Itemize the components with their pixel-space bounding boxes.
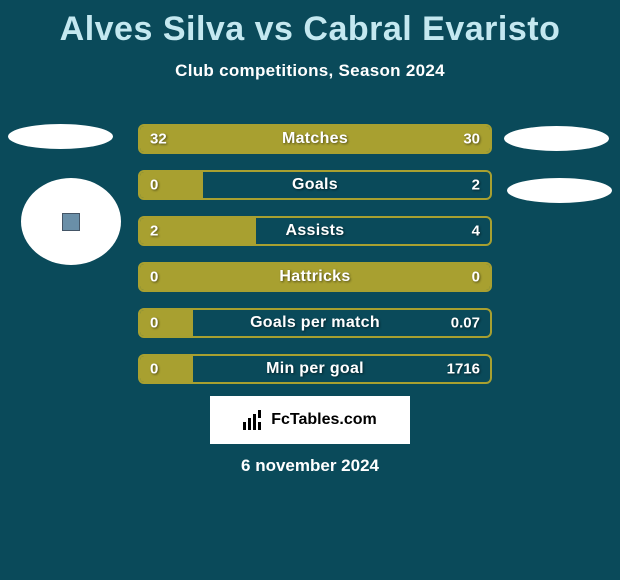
stat-value-right: 30	[463, 131, 480, 148]
stat-row: 0 Hattricks 0	[138, 262, 492, 292]
chart-icon	[243, 410, 265, 430]
stat-label: Matches	[282, 130, 348, 148]
player1-ellipse-1	[8, 124, 113, 149]
player1-photo-circle	[21, 178, 121, 265]
stat-label: Hattricks	[279, 268, 350, 286]
stats-bars-container: 32 Matches 30 0 Goals 2 2 Assists 4 0 Hattricks 0 0 G…	[138, 124, 492, 400]
stat-value-left: 2	[150, 223, 158, 240]
stat-fill-left	[140, 356, 193, 382]
player2-ellipse-2	[507, 178, 612, 203]
stat-value-left: 0	[150, 269, 158, 286]
stat-value-left: 0	[150, 177, 158, 194]
stat-row: 0 Goals per match 0.07	[138, 308, 492, 338]
stat-value-left: 0	[150, 315, 158, 332]
player1-photo-placeholder	[62, 213, 80, 231]
stat-label: Goals	[292, 176, 338, 194]
stat-row: 0 Goals 2	[138, 170, 492, 200]
stat-row: 32 Matches 30	[138, 124, 492, 154]
footer-logo: FcTables.com	[210, 396, 410, 444]
stat-value-right: 0.07	[451, 315, 480, 332]
page-title: Alves Silva vs Cabral Evaristo	[0, 0, 620, 49]
stat-value-right: 2	[472, 177, 480, 194]
stat-label: Goals per match	[250, 314, 380, 332]
stat-fill-left	[140, 310, 193, 336]
stat-value-left: 0	[150, 361, 158, 378]
stat-value-left: 32	[150, 131, 167, 148]
stat-row: 0 Min per goal 1716	[138, 354, 492, 384]
stat-label: Assists	[285, 222, 344, 240]
footer-site-text: FcTables.com	[271, 411, 377, 429]
stat-label: Min per goal	[266, 360, 364, 378]
player2-ellipse-1	[504, 126, 609, 151]
stat-value-right: 4	[472, 223, 480, 240]
page-subtitle: Club competitions, Season 2024	[0, 61, 620, 81]
stat-value-right: 1716	[447, 361, 480, 378]
stat-value-right: 0	[472, 269, 480, 286]
date-text: 6 november 2024	[241, 456, 379, 476]
stat-row: 2 Assists 4	[138, 216, 492, 246]
